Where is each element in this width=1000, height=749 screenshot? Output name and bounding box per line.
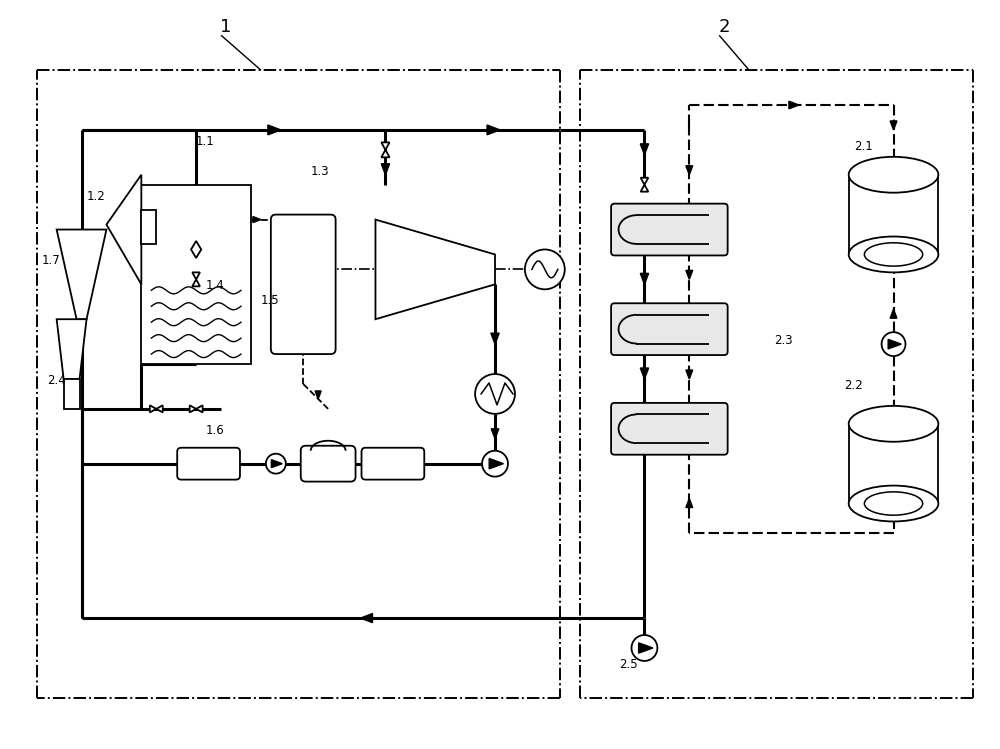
Circle shape: [482, 451, 508, 476]
Ellipse shape: [849, 237, 938, 273]
Polygon shape: [381, 164, 390, 175]
Ellipse shape: [849, 157, 938, 192]
FancyBboxPatch shape: [611, 403, 728, 455]
Text: 1.4: 1.4: [206, 279, 225, 292]
Polygon shape: [888, 339, 901, 349]
Polygon shape: [686, 499, 693, 508]
Text: 2.3: 2.3: [774, 334, 793, 347]
Polygon shape: [686, 270, 693, 279]
FancyBboxPatch shape: [362, 448, 424, 479]
Polygon shape: [489, 458, 503, 469]
Polygon shape: [57, 319, 87, 379]
Polygon shape: [381, 142, 390, 150]
Ellipse shape: [849, 485, 938, 521]
Text: 1: 1: [220, 18, 232, 36]
Polygon shape: [491, 333, 499, 344]
FancyBboxPatch shape: [611, 303, 728, 355]
FancyBboxPatch shape: [177, 448, 240, 479]
Polygon shape: [789, 101, 799, 109]
Polygon shape: [640, 273, 649, 285]
Polygon shape: [487, 125, 500, 135]
Polygon shape: [640, 368, 649, 379]
Bar: [141, 210, 156, 244]
Circle shape: [475, 374, 515, 414]
Ellipse shape: [849, 406, 938, 442]
Polygon shape: [191, 241, 201, 258]
Polygon shape: [686, 166, 693, 175]
Polygon shape: [196, 405, 203, 413]
Polygon shape: [641, 185, 648, 192]
Text: 2.1: 2.1: [854, 140, 872, 153]
Polygon shape: [686, 370, 693, 379]
Polygon shape: [381, 150, 390, 157]
Text: 1.5: 1.5: [261, 294, 280, 307]
Polygon shape: [491, 428, 499, 439]
Text: 2.4: 2.4: [47, 374, 65, 387]
Bar: [141, 185, 251, 364]
Polygon shape: [641, 178, 648, 185]
Text: 1.6: 1.6: [206, 424, 225, 437]
Polygon shape: [890, 121, 897, 130]
Polygon shape: [150, 405, 156, 413]
Polygon shape: [890, 309, 897, 318]
Polygon shape: [640, 144, 649, 155]
Polygon shape: [192, 279, 200, 286]
Text: 1.2: 1.2: [87, 189, 105, 203]
Polygon shape: [253, 216, 261, 222]
FancyBboxPatch shape: [301, 446, 356, 482]
Text: 1.7: 1.7: [42, 255, 60, 267]
Polygon shape: [268, 125, 281, 135]
Polygon shape: [57, 229, 106, 319]
Polygon shape: [375, 219, 495, 319]
Polygon shape: [106, 175, 141, 285]
Polygon shape: [315, 391, 321, 399]
Polygon shape: [156, 405, 163, 413]
Polygon shape: [301, 459, 313, 468]
Circle shape: [266, 454, 286, 473]
Text: 1.3: 1.3: [311, 165, 329, 178]
Circle shape: [882, 332, 905, 356]
Polygon shape: [639, 643, 653, 653]
FancyBboxPatch shape: [611, 204, 728, 255]
Polygon shape: [271, 460, 282, 467]
Text: 2.2: 2.2: [844, 379, 862, 392]
FancyBboxPatch shape: [271, 215, 336, 354]
Circle shape: [632, 635, 657, 661]
Text: 2.5: 2.5: [620, 658, 638, 671]
Text: 1.1: 1.1: [196, 135, 215, 148]
Circle shape: [525, 249, 565, 289]
Polygon shape: [190, 405, 196, 413]
Polygon shape: [192, 273, 200, 279]
Text: 2: 2: [718, 18, 730, 36]
Bar: [64, 379, 80, 409]
Polygon shape: [361, 613, 372, 622]
